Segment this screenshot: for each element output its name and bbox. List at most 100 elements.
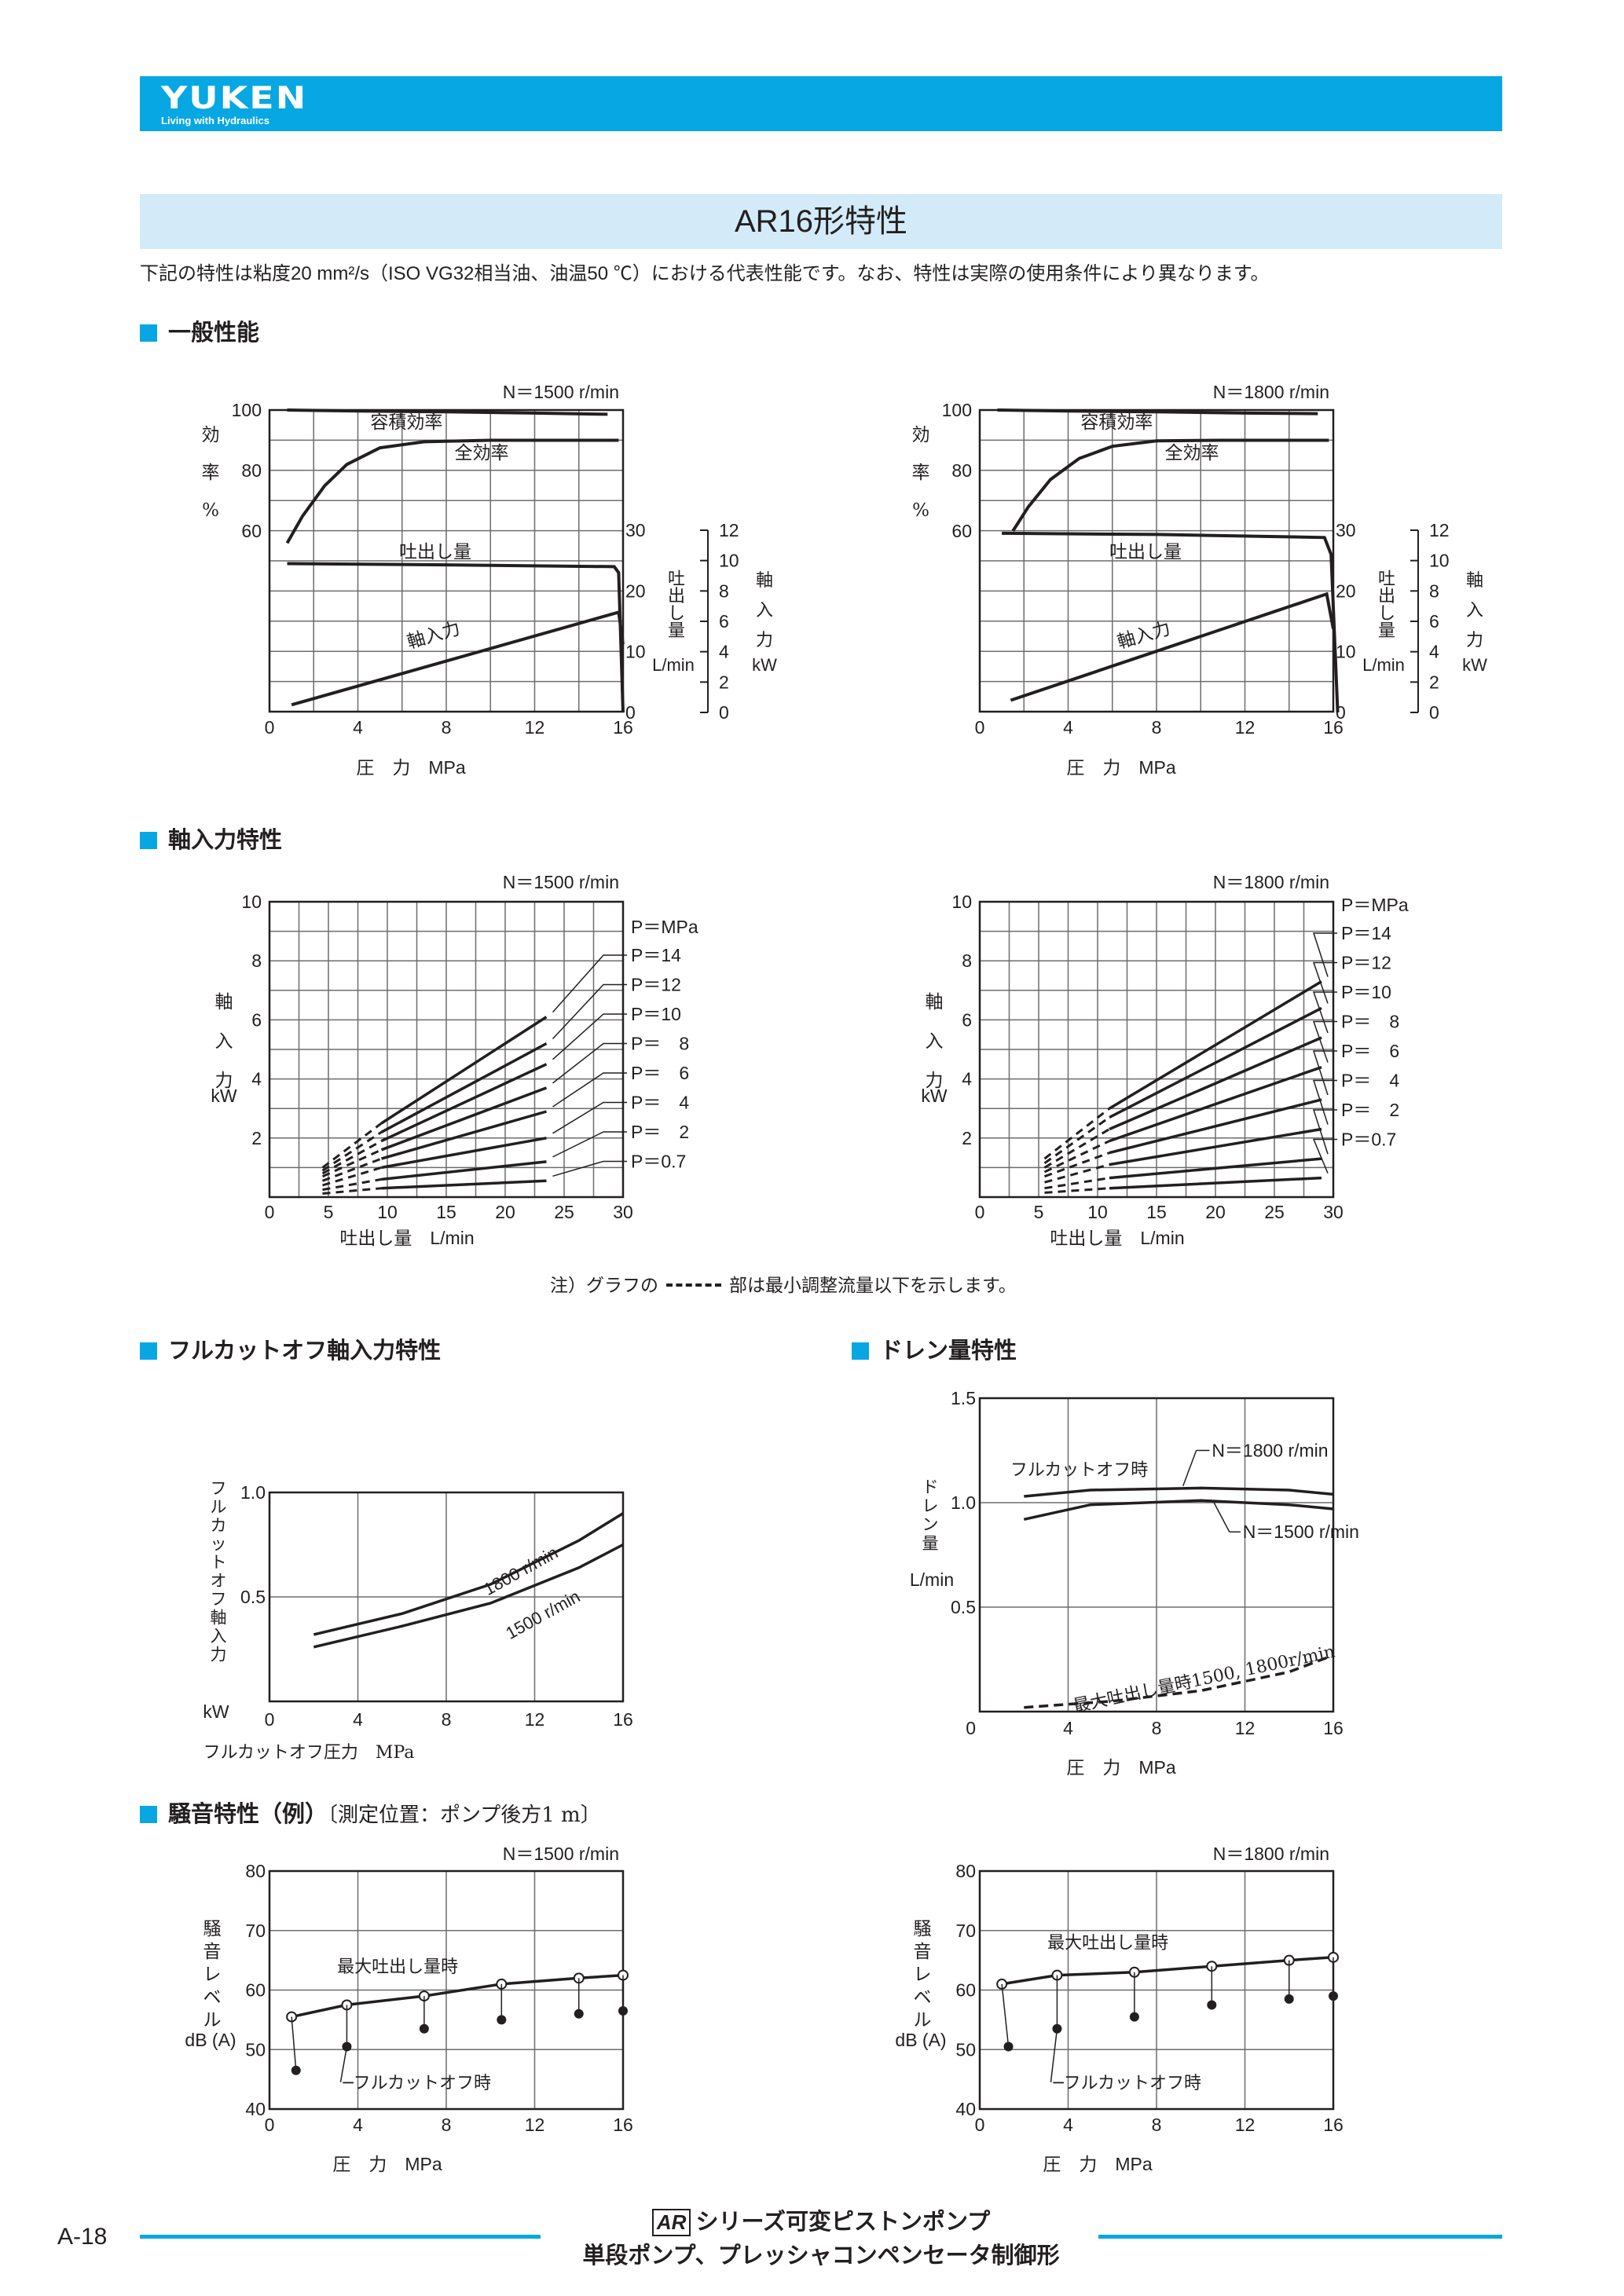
efficiency-axis-label: 効 <box>912 425 930 445</box>
intro-text: 下記の特性は粘度20 mm²/s（ISO VG32相当油、油温50 ℃）における… <box>140 263 1270 284</box>
efficiency-axis-label: % <box>912 500 929 521</box>
series-label: P＝12 <box>1341 953 1391 973</box>
y-unit: L/min <box>910 1569 954 1590</box>
label-flow: 吐出し量 <box>399 542 471 562</box>
efficiency-tick-label: 100 <box>942 400 972 420</box>
series-line <box>313 1543 624 1649</box>
speed-label: N＝1800 r/min <box>1213 1844 1329 1864</box>
x-tick-label: 30 <box>613 1202 633 1222</box>
y-axis-label: 力 <box>211 1646 227 1664</box>
y-tick-label: 80 <box>955 1861 976 1881</box>
max-flow-line <box>291 1973 624 2019</box>
x-tick-label: 10 <box>1087 1202 1108 1222</box>
power-axis-label: 入 <box>1466 601 1483 621</box>
leader-line <box>552 1160 627 1177</box>
drain-frame <box>978 1397 1335 1713</box>
power-axis-label: 力 <box>756 631 773 650</box>
fullcut-point <box>419 2023 429 2034</box>
series-dashed-segment <box>321 1140 383 1175</box>
general-1800-frame <box>978 408 1335 713</box>
flow-axis-label: し <box>668 604 685 624</box>
series-dashed-segment <box>1044 1187 1110 1194</box>
efficiency-tick-label: 60 <box>241 521 262 541</box>
y-tick-label: 1.5 <box>951 1388 976 1408</box>
efficiency-tick-label: 100 <box>232 400 262 420</box>
footer-line-right <box>1098 2235 1502 2239</box>
power-tick-label: 12 <box>1429 520 1450 540</box>
y-tick-label: 40 <box>245 2099 266 2119</box>
footer-series: AR シリーズ可変ピストンポンプ <box>550 2203 1092 2236</box>
x-tick-label: 20 <box>495 1202 515 1222</box>
x-tick-label: 8 <box>1152 1718 1162 1738</box>
speed-label: N＝1800 r/min <box>1213 382 1329 402</box>
curve-label: フルカットオフ時 <box>1010 1460 1148 1480</box>
section-marker <box>140 1806 157 1823</box>
flow-axis-label: 吐 <box>668 569 685 589</box>
graph-note: 注）グラフの 部は最小調整流量以下を示します。 <box>550 1270 1017 1297</box>
x-axis-label: 吐出し量 L/min <box>339 1228 474 1248</box>
series-label: P＝10 <box>1341 982 1391 1002</box>
power-axis-label: 軸 <box>1466 571 1483 591</box>
y-axis-label: 音 <box>914 1942 932 1962</box>
shaft-1800-grid <box>978 900 1335 1199</box>
x-tick-label: 25 <box>1264 1202 1285 1222</box>
note-before: 注）グラフの <box>550 1276 658 1296</box>
series-line <box>381 1160 547 1181</box>
leader-line <box>1050 2028 1058 2083</box>
power-unit: kW <box>752 655 777 675</box>
x-tick-label: 4 <box>1063 717 1073 738</box>
footer-series-label: シリーズ可変ピストンポンプ <box>695 2210 991 2235</box>
efficiency-axis-label: % <box>202 500 219 521</box>
section-marker <box>140 324 157 342</box>
section-noise-sub: 〔測定位置：ポンプ後方1 m〕 <box>328 1803 601 1827</box>
y-unit: dB (A) <box>185 2030 236 2050</box>
label-volumetric-efficiency: 容積効率 <box>1080 412 1153 433</box>
fullcut-label: ─フルカットオフ時 <box>1052 2074 1201 2093</box>
y-axis-label: 入 <box>211 1627 227 1646</box>
y-tick-label: 2 <box>962 1128 972 1148</box>
y-axis-label: 軸 <box>926 992 944 1013</box>
note-after: 部は最小調整流量以下を示します。 <box>729 1276 1017 1296</box>
x-tick-label: 4 <box>1063 2115 1073 2135</box>
series-line-power <box>1010 591 1335 702</box>
x-axis-label: フルカットオフ圧力 MPa <box>203 1743 415 1763</box>
x-tick-label: 4 <box>353 717 363 738</box>
x-tick-label: 0 <box>975 1202 985 1222</box>
series-line-efficiency <box>285 438 619 544</box>
x-tick-label: 10 <box>377 1202 398 1222</box>
flow-tick-label: 30 <box>625 520 646 540</box>
leader-line <box>1213 1502 1230 1532</box>
y-tick-label: 6 <box>251 1009 262 1030</box>
x-axis-label: 圧 力 MPa <box>356 757 466 778</box>
section-marker <box>140 832 157 849</box>
label-flow: 吐出し量 <box>1109 542 1182 562</box>
x-axis-label: 圧 力 MPa <box>1066 1757 1176 1778</box>
flow-tick-label: 20 <box>625 580 646 601</box>
x-tick-label: 12 <box>1235 717 1256 738</box>
speed-label: N＝1500 r/min <box>503 382 619 402</box>
x-tick-label: 8 <box>442 717 452 738</box>
x-axis-label: 圧 力 MPa <box>1043 2154 1153 2174</box>
leader-line <box>1312 991 1337 1034</box>
power-tick-label: 0 <box>1429 702 1439 723</box>
speed-label: N＝1500 r/min <box>503 1844 619 1864</box>
section-general-label: 一般性能 <box>168 320 260 346</box>
y-tick-label: 10 <box>951 892 972 912</box>
y-axis-label: ン <box>922 1515 939 1534</box>
x-tick-label: 8 <box>1152 717 1162 738</box>
logo-wordmark: YUKEN <box>161 79 308 116</box>
x-tick-label: 16 <box>613 717 633 738</box>
shaft-1500-frame <box>268 900 625 1199</box>
y-tick-label: 0.5 <box>951 1597 976 1617</box>
power-axis-label: 入 <box>756 601 773 621</box>
x-tick-label: 15 <box>1146 1202 1167 1222</box>
series-line <box>380 1086 548 1152</box>
series-label: P＝ 4 <box>1341 1071 1399 1091</box>
x-tick-label: 12 <box>525 2115 545 2135</box>
power-axis-label: 軸 <box>756 571 773 591</box>
fullcut-label: ─フルカットオフ時 <box>342 2074 491 2093</box>
y-axis-label: 軸 <box>211 1609 227 1628</box>
leader-line <box>552 1042 627 1084</box>
power-tick-label: 0 <box>719 702 729 723</box>
y-tick-label: 0.5 <box>240 1587 266 1607</box>
